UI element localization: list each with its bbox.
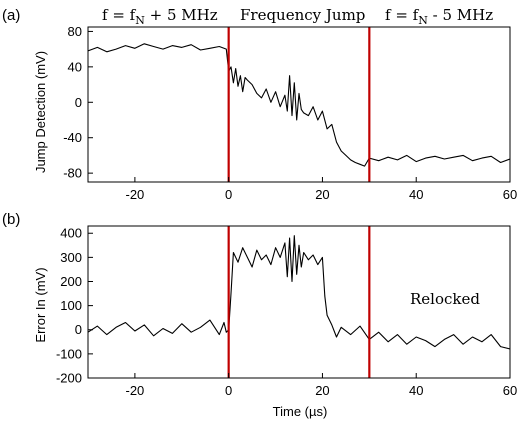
region-3-label: f = fN - 5 MHz <box>385 6 493 27</box>
b-xtick-label: -20 <box>125 383 144 398</box>
region-1-label: f = fN + 5 MHz <box>102 6 218 27</box>
a-ytick-label: 40 <box>68 59 82 74</box>
a-xtick-label: 20 <box>315 187 329 202</box>
b-ytick-label: -200 <box>56 371 82 386</box>
b-ytick-label: -100 <box>56 346 82 361</box>
a-ytick-label: -40 <box>63 130 82 145</box>
b-series-line-0 <box>87 235 511 350</box>
panel-a-ylabel: Jump Detection (mV) <box>33 51 48 173</box>
b-xtick-label: 20 <box>315 383 329 398</box>
panel-b: (b) Error In (mV) Time (µs) -200-1000100… <box>2 211 517 419</box>
a-series-line-0 <box>87 43 511 167</box>
a-ytick-label: 80 <box>68 24 82 39</box>
b-ytick-label: 0 <box>75 322 82 337</box>
panel-b-xlabel: Time (µs) <box>273 404 328 419</box>
b-ytick-label: 300 <box>60 250 82 265</box>
a-axes-frame <box>87 26 511 183</box>
b-ytick-label: 200 <box>60 274 82 289</box>
b-axes-frame <box>87 225 511 379</box>
b-ytick-label: 100 <box>60 298 82 313</box>
relocked-annotation: Relocked <box>410 290 480 308</box>
a-ytick-label: 0 <box>75 95 82 110</box>
panel-a: (a) Jump Detection (mV) -80 -40 0 40 80 -20 0 2… <box>2 6 517 202</box>
b-xtick-label: 0 <box>225 383 232 398</box>
b-xtick-label: 40 <box>409 383 423 398</box>
panel-b-ylabel: Error In (mV) <box>33 267 48 342</box>
panel-a-label: (a) <box>2 7 20 24</box>
panel-b-label: (b) <box>2 211 20 228</box>
a-xtick-label: 60 <box>503 187 517 202</box>
a-xtick-label: -20 <box>125 187 144 202</box>
a-xtick-label: 0 <box>225 187 232 202</box>
b-ytick-label: 400 <box>60 226 82 241</box>
panel-a-plot-area: -80 -40 0 40 80 -20 0 20 40 60 <box>63 24 517 202</box>
a-xtick-label: 40 <box>409 187 423 202</box>
b-xtick-label: 60 <box>503 383 517 398</box>
region-2-label: Frequency Jump <box>240 6 365 24</box>
a-ytick-label: -80 <box>63 166 82 181</box>
